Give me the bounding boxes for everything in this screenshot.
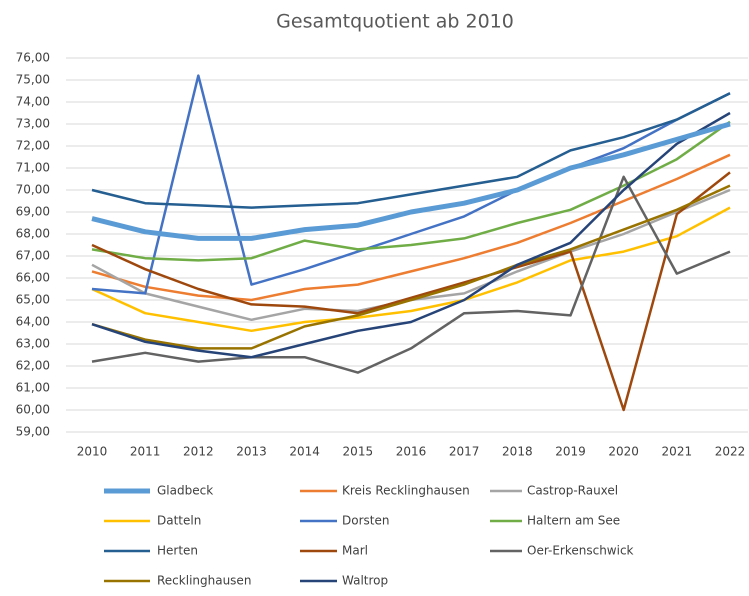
x-tick-label: 2013 — [236, 445, 267, 459]
legend-label: Datteln — [157, 514, 201, 528]
y-tick-label: 72,00 — [16, 139, 50, 153]
series-line — [91, 92, 731, 209]
y-tick-label: 65,00 — [16, 293, 50, 307]
series-line — [91, 111, 731, 359]
legend-label: Oer-Erkenschwick — [527, 544, 634, 558]
legend-label: Haltern am See — [527, 514, 620, 528]
y-tick-label: 64,00 — [16, 315, 50, 329]
y-tick-label: 62,00 — [16, 359, 50, 373]
y-tick-label: 75,00 — [16, 73, 50, 87]
legend-label: Waltrop — [342, 574, 388, 588]
x-tick-label: 2018 — [502, 445, 533, 459]
legend-label: Marl — [342, 544, 368, 558]
series-line — [91, 74, 731, 295]
y-tick-label: 59,00 — [16, 425, 50, 439]
y-tick-label: 69,00 — [16, 205, 50, 219]
x-tick-label: 2015 — [343, 445, 374, 459]
chart-title: Gesamtquotient ab 2010 — [276, 11, 514, 33]
y-tick-label: 60,00 — [16, 403, 50, 417]
y-tick-label: 68,00 — [16, 227, 50, 241]
y-tick-label: 63,00 — [16, 337, 50, 351]
legend-label: Herten — [157, 544, 198, 558]
series-line — [91, 153, 731, 302]
x-tick-label: 2010 — [77, 445, 108, 459]
legend-label: Gladbeck — [157, 484, 213, 498]
y-tick-label: 70,00 — [16, 183, 50, 197]
series-line — [91, 184, 731, 350]
series-line — [91, 206, 731, 333]
x-tick-label: 2020 — [608, 445, 639, 459]
y-tick-label: 61,00 — [16, 381, 50, 395]
series-line — [91, 171, 731, 412]
x-tick-label: 2021 — [662, 445, 693, 459]
x-tick-label: 2017 — [449, 445, 480, 459]
y-tick-label: 76,00 — [16, 51, 50, 65]
x-tick-label: 2011 — [130, 445, 161, 459]
series-line — [91, 121, 731, 241]
legend-label: Kreis Recklinghausen — [342, 484, 470, 498]
x-tick-label: 2019 — [555, 445, 586, 459]
legend-label: Dorsten — [342, 514, 389, 528]
x-tick-label: 2022 — [715, 445, 746, 459]
series-line — [91, 120, 731, 262]
y-tick-label: 66,00 — [16, 271, 50, 285]
legend-label: Recklinghausen — [157, 574, 251, 588]
y-tick-label: 67,00 — [16, 249, 50, 263]
x-tick-label: 2016 — [396, 445, 427, 459]
series-line — [91, 175, 731, 374]
y-tick-label: 73,00 — [16, 117, 50, 131]
legend-label: Castrop-Rauxel — [527, 484, 618, 498]
x-tick-label: 2014 — [289, 445, 320, 459]
y-tick-label: 71,00 — [16, 161, 50, 175]
x-tick-label: 2012 — [183, 445, 214, 459]
y-tick-label: 74,00 — [16, 95, 50, 109]
